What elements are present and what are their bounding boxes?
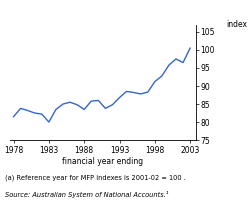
Y-axis label: index: index	[225, 20, 246, 29]
Text: Source: Australian System of National Accounts.¹: Source: Australian System of National Ac…	[5, 191, 168, 198]
X-axis label: financial year ending: financial year ending	[62, 157, 143, 166]
Text: (a) Reference year for MFP indexes is 2001-02 = 100 .: (a) Reference year for MFP indexes is 20…	[5, 174, 185, 181]
